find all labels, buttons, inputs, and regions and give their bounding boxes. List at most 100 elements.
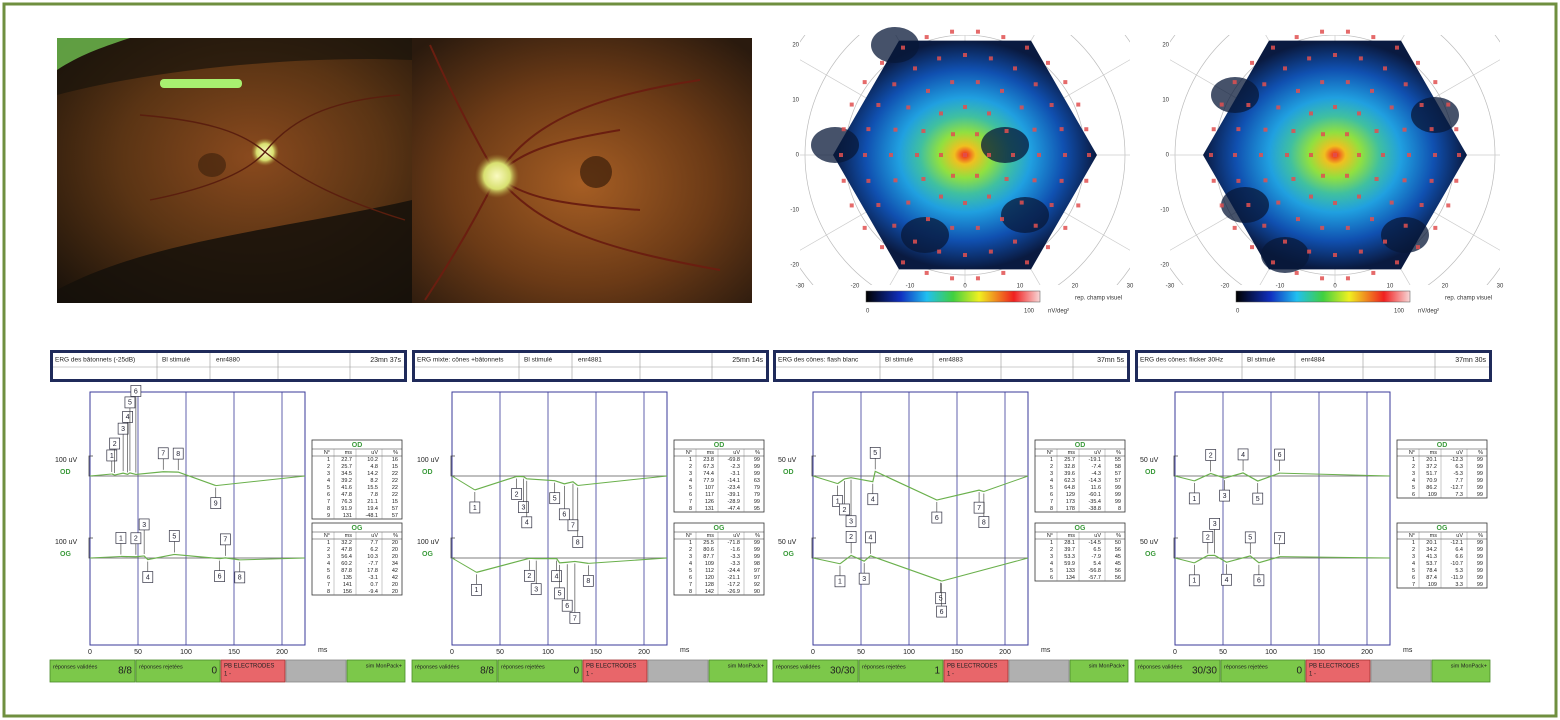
- status-label: réponses rejetées: [862, 664, 906, 670]
- table-cell: -39.1: [727, 492, 740, 498]
- marker-label: 3: [142, 522, 146, 529]
- table-cell: -17.2: [727, 582, 740, 588]
- low-response: [981, 127, 1029, 163]
- hexagon-marker: [1345, 132, 1349, 137]
- table-cell: 1: [1412, 540, 1415, 546]
- column-header: ms: [707, 533, 715, 539]
- table-cell: 57: [392, 513, 398, 519]
- table-cell: -14.5: [1088, 540, 1101, 546]
- hexagon-marker: [1309, 111, 1313, 116]
- map-y-tick: 20: [792, 43, 799, 49]
- table-title: OD: [714, 442, 725, 449]
- table-cell: 86.2: [1426, 485, 1437, 491]
- marker-label: 1: [1192, 496, 1196, 503]
- map-y-tick: -20: [790, 263, 799, 269]
- table-cell: 3: [1412, 471, 1415, 477]
- map-x-tick: 0: [963, 284, 967, 290]
- hexagon-marker: [1333, 53, 1337, 57]
- hexagon-marker: [988, 56, 993, 61]
- table-cell: 51.7: [1426, 471, 1437, 477]
- status-label: réponses rejetées: [139, 664, 183, 670]
- table-cell: 56: [1115, 575, 1121, 581]
- table-cell: 28.1: [1064, 540, 1075, 546]
- map-x-tick: -20: [851, 284, 860, 290]
- column-header: N°: [324, 450, 330, 456]
- hexagon-marker: [1045, 245, 1050, 250]
- marker-box: [832, 495, 844, 507]
- trace-lead: [89, 555, 121, 559]
- table-cell: 5: [1050, 568, 1053, 574]
- table-cell: 1: [327, 457, 330, 463]
- table-cell: 2: [1050, 464, 1053, 470]
- status-label: réponses validées: [415, 664, 460, 670]
- header-frame: [773, 350, 1130, 382]
- table-frame: [673, 522, 765, 596]
- low-response: [1001, 197, 1049, 233]
- marker-box: [845, 515, 857, 528]
- marker-box: [521, 516, 533, 529]
- marker-label: 4: [525, 520, 529, 527]
- table-cell: -7.9: [1092, 554, 1101, 560]
- status-empty: [1370, 659, 1432, 683]
- table-cell: 20: [392, 540, 398, 546]
- marker-label: 1: [473, 505, 477, 512]
- marker-box: [558, 508, 570, 521]
- hexagon-marker: [1457, 153, 1461, 157]
- table-cell: 99: [1115, 485, 1121, 491]
- table-cell: 91.9: [341, 506, 352, 512]
- column-header: ms: [345, 533, 353, 539]
- hexagon-marker: [975, 276, 980, 281]
- column-header: uV: [371, 533, 378, 539]
- hexagon-marker: [1246, 203, 1251, 207]
- table-cell: 77.9: [703, 478, 714, 484]
- table-cell: 2: [1412, 464, 1415, 470]
- marker-box: [511, 488, 522, 500]
- hexagon-marker: [950, 276, 955, 281]
- marker-label: 3: [849, 519, 853, 526]
- column-header: N°: [324, 533, 330, 539]
- column-header: uV: [1456, 533, 1463, 539]
- hexagon-marker: [913, 66, 917, 71]
- table-cell: 21.1: [367, 499, 378, 505]
- hexagon-marker: [1209, 153, 1213, 157]
- marker-box: [1202, 531, 1214, 543]
- hexagon-marker: [1374, 129, 1379, 133]
- table-cell: 3: [327, 471, 330, 477]
- header-frame: [1135, 350, 1492, 382]
- hexagon-marker: [1358, 56, 1363, 61]
- marker-box: [554, 587, 565, 600]
- column-header: %: [393, 533, 398, 539]
- status-value: 0: [211, 666, 217, 677]
- table-cell: 1: [689, 540, 692, 546]
- x-tick-label: 200: [638, 649, 650, 656]
- marker-label: 8: [176, 451, 180, 458]
- marker-box: [935, 592, 947, 605]
- hexagon-marker: [1389, 105, 1394, 110]
- map-x-tick: 30: [1127, 284, 1134, 290]
- table-cell: 99: [1477, 561, 1483, 567]
- table-cell: 15: [392, 464, 398, 470]
- table-cell: 14.2: [367, 471, 378, 477]
- hexagon-marker: [1454, 127, 1459, 132]
- table-cell: 3.3: [1455, 582, 1463, 588]
- table-cell: 97: [754, 568, 760, 574]
- header-record: enr4884: [1301, 357, 1325, 364]
- table-cell: 6: [689, 575, 692, 581]
- hexagon-marker: [1004, 177, 1009, 181]
- table-cell: 4: [1050, 561, 1053, 567]
- x-tick-label: 100: [542, 649, 554, 656]
- status-note: 1 -: [224, 672, 231, 678]
- table-cell: 6.3: [1455, 464, 1463, 470]
- x-tick-label: 0: [811, 649, 815, 656]
- trace-lead: [89, 473, 112, 477]
- trace-tail: [588, 557, 668, 564]
- hexagon-marker: [988, 249, 993, 254]
- status-value: 30/30: [830, 666, 855, 677]
- hexagon-marker: [1454, 178, 1459, 183]
- hexagon-marker: [1371, 270, 1376, 275]
- table-cell: 4: [1412, 561, 1415, 567]
- marker-box: [867, 493, 879, 506]
- table-title: OG: [352, 525, 363, 532]
- hexagon-marker: [1333, 201, 1337, 205]
